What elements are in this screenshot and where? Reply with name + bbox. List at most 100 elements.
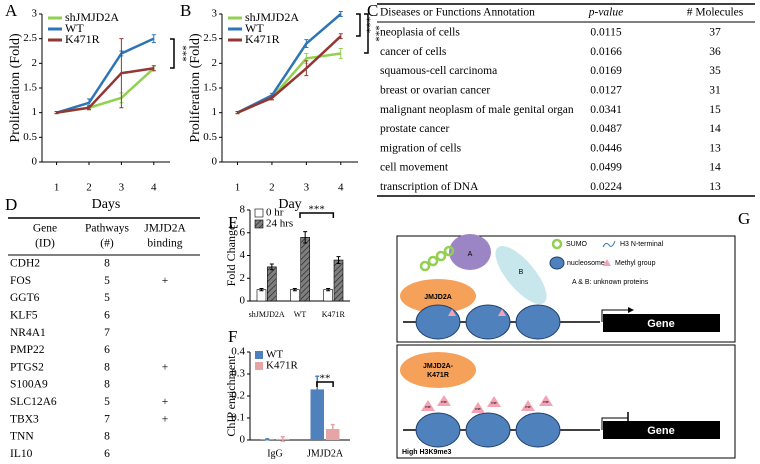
- nucleosome: [415, 304, 461, 340]
- gene: [603, 421, 720, 439]
- panel-label: F: [228, 327, 237, 346]
- y-tick-label: 0: [240, 434, 246, 446]
- sumo: [435, 250, 447, 262]
- legend-label: K471R: [266, 360, 298, 372]
- gene-label: Gene: [647, 318, 675, 330]
- bracket: [356, 13, 361, 37]
- table-cell: GGT6: [10, 292, 40, 304]
- jmjd2a-mutant: [400, 352, 476, 388]
- y-tick-label: 2.5: [203, 32, 217, 44]
- table-cell: 0.0487: [590, 123, 622, 135]
- table-cell: +: [162, 413, 169, 425]
- error-bar: [54, 111, 59, 115]
- methyl: [421, 400, 435, 411]
- legend-label: shJMJD2A: [65, 10, 119, 24]
- table-cell: CDH2: [10, 258, 40, 270]
- error-bar: [86, 105, 91, 111]
- axis: [221, 14, 358, 163]
- table-cell: NR4A1: [10, 327, 46, 339]
- table-cell: KLF5: [10, 310, 38, 322]
- annotation: **: [320, 373, 331, 385]
- table-cell: PMP22: [10, 344, 45, 356]
- protein-label: B: [519, 269, 524, 276]
- table-cell: 6: [104, 344, 110, 356]
- table-cell: 36: [709, 46, 721, 58]
- panel-label: D: [5, 195, 17, 214]
- x-tick-label: WT: [294, 310, 307, 319]
- table-cell: 8: [104, 258, 110, 270]
- bar: [256, 289, 267, 302]
- table-cell: 0.0341: [590, 104, 622, 116]
- bracket: [299, 212, 335, 218]
- y-tick-label: 2: [212, 57, 218, 69]
- error-bar: [151, 34, 156, 44]
- annotation: ***: [369, 25, 381, 42]
- error-bar: [280, 435, 285, 442]
- table-cell: 5: [104, 292, 110, 304]
- methyl: [471, 402, 485, 413]
- y-axis-label: ChIP enrichment: [224, 355, 238, 437]
- methyl-label: me: [425, 404, 431, 409]
- table-cell: transcription of DNA: [380, 181, 479, 193]
- arrowhead: [628, 307, 634, 313]
- error-bar: [326, 287, 331, 292]
- y-tick-label: 0.5: [203, 131, 217, 143]
- table-cell: 7: [104, 413, 110, 425]
- error-bar: [151, 65, 156, 72]
- x-axis-label: Day: [278, 197, 301, 212]
- legend-text: nucleosome: [567, 260, 605, 267]
- error-bar: [338, 11, 343, 17]
- table-cell: 5: [104, 396, 110, 408]
- bar: [300, 237, 310, 302]
- bar: [326, 429, 340, 440]
- sumo: [419, 260, 431, 272]
- bracket: [170, 38, 175, 69]
- y-axis-label: Fold Change: [224, 225, 238, 287]
- table-header: JMJD2A: [144, 223, 186, 235]
- error-bar: [269, 263, 274, 271]
- h3-icon: [602, 240, 616, 248]
- table-cell: 7: [104, 327, 110, 339]
- legend-label: shJMJD2A: [245, 10, 299, 24]
- protein-a: [449, 234, 491, 270]
- y-tick-label: 8: [240, 204, 246, 216]
- table-cell: 8: [104, 379, 110, 391]
- bar: [323, 289, 333, 302]
- y-tick-label: 1: [32, 106, 38, 118]
- panel-label: G: [738, 209, 750, 228]
- x-tick-label: K471R: [322, 310, 346, 319]
- table-cell: 6: [104, 310, 110, 322]
- axis: [249, 352, 350, 441]
- y-tick-label: 1.5: [203, 82, 217, 94]
- legend-label: WT: [266, 349, 283, 361]
- legend-label: K471R: [65, 32, 100, 46]
- y-tick-label: 0: [212, 156, 218, 168]
- table-cell: 0.0169: [590, 65, 622, 77]
- legend-label: K471R: [245, 32, 280, 46]
- annotation: ***: [360, 17, 372, 34]
- methyl-label: me: [441, 399, 447, 404]
- x-tick-label: 3: [119, 182, 125, 194]
- nucleosome: [465, 412, 511, 448]
- table-cell: 13: [709, 142, 721, 154]
- legend-text: Methyl group: [615, 260, 656, 267]
- sumo-icon: [551, 238, 563, 250]
- methyl: [539, 395, 553, 406]
- legend-text: H3 N-terminal: [620, 241, 664, 248]
- legend-text: SUMO: [566, 241, 588, 248]
- table-header: Gene: [33, 223, 57, 235]
- error-bar: [303, 231, 308, 244]
- table-cell: 0.0115: [590, 27, 621, 39]
- methyl-label: me: [525, 404, 531, 409]
- methyl-icon: [603, 259, 611, 266]
- sumo: [427, 255, 439, 267]
- x-tick-label: 2: [86, 182, 92, 194]
- table-cell: migration of cells: [380, 142, 462, 154]
- panel-label: E: [228, 213, 238, 232]
- nucleosome: [415, 412, 461, 448]
- table-cell: TNN: [10, 431, 34, 443]
- legend-text: A & B: unknown proteins: [572, 279, 649, 286]
- protein-label: JMJD2A-: [423, 363, 454, 370]
- table-cell: +: [162, 396, 169, 408]
- x-axis-label: Days: [92, 197, 121, 212]
